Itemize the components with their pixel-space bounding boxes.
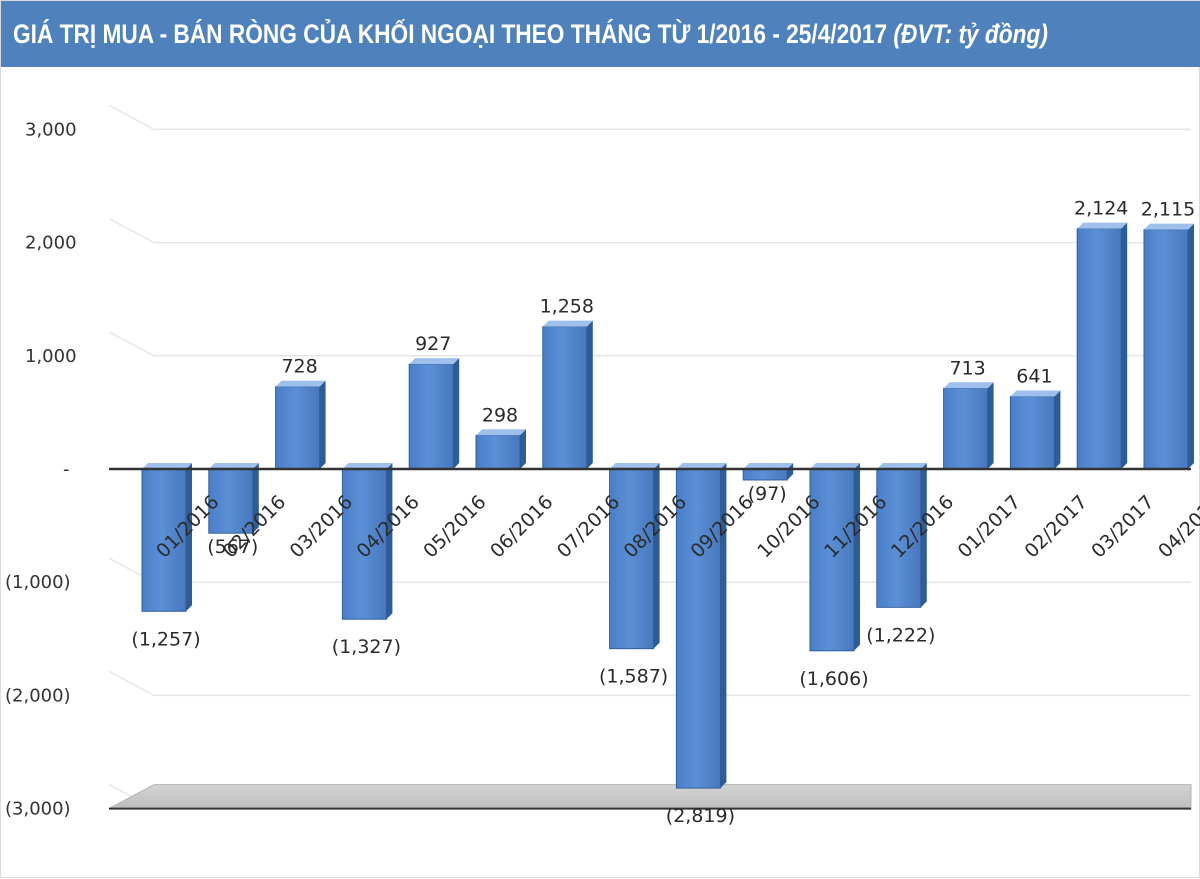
bar xyxy=(1143,229,1189,470)
gridline xyxy=(108,217,1191,244)
category-label: 02/2017 xyxy=(1020,491,1091,562)
bar-top xyxy=(342,463,393,469)
y-tick-label: - xyxy=(63,459,70,480)
category-label: 06/2016 xyxy=(486,491,557,562)
data-label: (1,587) xyxy=(599,666,668,688)
gridline xyxy=(108,670,1191,697)
data-label: 2,124 xyxy=(1074,198,1128,220)
bar xyxy=(141,468,187,612)
bar-top xyxy=(810,463,860,469)
y-tick-label: 2,000 xyxy=(25,233,77,254)
gridline xyxy=(108,331,1191,357)
bar-top xyxy=(542,320,593,327)
category-label: 03/2017 xyxy=(1087,491,1158,562)
bar xyxy=(609,468,655,650)
bar-side xyxy=(720,463,727,789)
chart-floor xyxy=(108,784,1192,810)
bar-side xyxy=(1121,222,1128,469)
y-tick-label: (2,000) xyxy=(5,685,71,706)
bar-side xyxy=(1054,390,1061,469)
data-label: 641 xyxy=(1016,365,1052,387)
bar-side xyxy=(787,463,794,480)
category-label: 04/2017 xyxy=(1154,491,1200,562)
category-label: 05/2016 xyxy=(419,491,490,562)
bar-top xyxy=(676,463,727,469)
data-label: (1,257) xyxy=(131,628,200,650)
y-tick-label: 1,000 xyxy=(25,346,77,367)
bar-top xyxy=(476,429,526,436)
bar xyxy=(275,386,321,470)
bar-top xyxy=(275,380,326,387)
bar-top xyxy=(1144,223,1194,230)
bar-side xyxy=(920,463,927,608)
bar-top xyxy=(1077,222,1128,229)
y-tick-label: (1,000) xyxy=(5,572,71,593)
bar-top xyxy=(876,463,927,469)
bar-side xyxy=(252,463,259,534)
bar-side xyxy=(987,382,994,469)
bar-side xyxy=(1188,223,1194,469)
data-label: (1,606) xyxy=(799,668,868,690)
bar xyxy=(675,468,721,789)
data-label: (97) xyxy=(748,483,787,505)
data-label: (567) xyxy=(207,536,258,558)
bar-side xyxy=(319,380,326,469)
data-label: 713 xyxy=(949,357,985,379)
title-bar: GIÁ TRỊ MUA - BÁN RÒNG CỦA KHỐI NGOẠI TH… xyxy=(1,1,1200,67)
data-label: 298 xyxy=(482,404,518,426)
data-label: 1,258 xyxy=(540,296,594,318)
bar-top xyxy=(943,382,994,389)
bar-side xyxy=(520,429,526,469)
bar-top xyxy=(142,463,192,469)
data-label: (1,222) xyxy=(866,624,935,646)
bar-top xyxy=(409,358,460,365)
bar xyxy=(408,363,454,470)
gridline xyxy=(108,104,1191,131)
bar-side xyxy=(653,463,660,649)
data-label: 2,115 xyxy=(1141,199,1195,221)
bar xyxy=(1009,395,1055,470)
y-tick-label: (3,000) xyxy=(5,799,71,820)
y-tick-label: 3,000 xyxy=(25,119,77,140)
chart-title-line: GIÁ TRỊ MUA - BÁN RÒNG CỦA KHỐI NGOẠI TH… xyxy=(13,19,1048,50)
bar xyxy=(542,326,588,470)
data-label: (2,819) xyxy=(666,805,735,827)
chart-title: GIÁ TRỊ MUA - BÁN RÒNG CỦA KHỐI NGOẠI TH… xyxy=(13,18,888,49)
bar xyxy=(809,468,855,652)
bar xyxy=(742,468,788,481)
bar xyxy=(341,468,387,620)
bar xyxy=(475,434,521,470)
bar-top xyxy=(1010,390,1061,397)
bar-top xyxy=(743,463,794,469)
data-label: 728 xyxy=(281,356,317,378)
bar xyxy=(943,387,989,470)
category-label: 01/2017 xyxy=(954,491,1025,562)
bar xyxy=(1076,228,1122,470)
bar-side xyxy=(854,463,860,651)
bar-top xyxy=(208,463,259,469)
data-label: 927 xyxy=(415,333,451,355)
bar-side xyxy=(186,463,192,612)
unit-note: (ĐVT: tỷ đồng) xyxy=(893,18,1048,49)
bar-side xyxy=(586,320,593,469)
bar-side xyxy=(453,358,460,469)
bar-top xyxy=(609,463,660,469)
bar-side xyxy=(386,463,393,620)
data-label: (1,327) xyxy=(332,636,401,658)
bar xyxy=(876,468,922,608)
